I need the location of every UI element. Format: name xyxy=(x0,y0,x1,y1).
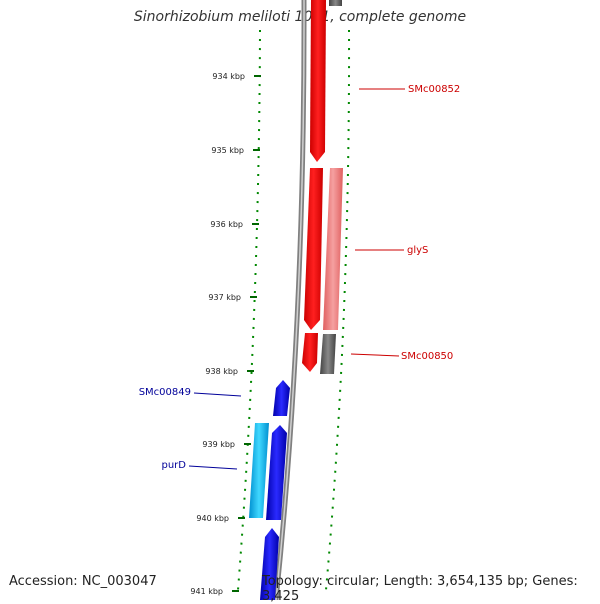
genome-backbone-highlight xyxy=(275,0,305,600)
forward-genes xyxy=(302,0,343,374)
gene-label-glys[interactable]: glyS xyxy=(407,245,428,256)
leader-smc00849 xyxy=(193,392,242,397)
tick-labels: 934 kbp 935 kbp 936 kbp 937 kbp 938 kbp … xyxy=(190,72,245,596)
gene-label-smc00850[interactable]: SMc00850 xyxy=(401,351,453,362)
leader-smc00850 xyxy=(350,353,400,357)
gene-purd-cyan[interactable] xyxy=(249,423,269,518)
gene-smc00850[interactable] xyxy=(320,334,336,374)
gene-bottom-blue[interactable] xyxy=(260,528,279,600)
tick-label: 939 kbp xyxy=(202,440,235,449)
tick-label: 938 kbp xyxy=(205,367,238,376)
tick-label: 941 kbp xyxy=(190,587,223,596)
gene-purd[interactable] xyxy=(266,425,287,520)
tick-label: 935 kbp xyxy=(211,146,244,155)
reverse-genes xyxy=(249,380,290,600)
label-leaders xyxy=(188,88,405,470)
gene-label-smc00852[interactable]: SMc00852 xyxy=(408,84,460,95)
gene-smc00850-red[interactable] xyxy=(302,333,318,372)
tick-label: 936 kbp xyxy=(210,220,243,229)
gene-labels: SMc00852 glyS SMc00850 SMc00849 purD xyxy=(139,84,461,471)
leader-purd xyxy=(188,465,238,470)
gene-smc00852[interactable] xyxy=(310,0,326,162)
tick-label: 934 kbp xyxy=(212,72,245,81)
genome-title: Sinorhizobium meliloti 1021, complete ge… xyxy=(133,9,467,25)
gene-label-smc00849[interactable]: SMc00849 xyxy=(139,387,191,398)
gene-smc00849[interactable] xyxy=(273,380,290,416)
gene-dark-top[interactable] xyxy=(329,0,342,6)
accession-text: Accession: NC_003047 xyxy=(9,574,157,589)
tick-marks xyxy=(232,75,261,592)
tick-label: 940 kbp xyxy=(196,514,229,523)
gene-glys-partner[interactable] xyxy=(323,168,343,330)
gene-label-purd[interactable]: purD xyxy=(162,460,187,471)
tick-label: 937 kbp xyxy=(208,293,241,302)
gene-glys[interactable] xyxy=(304,168,323,330)
